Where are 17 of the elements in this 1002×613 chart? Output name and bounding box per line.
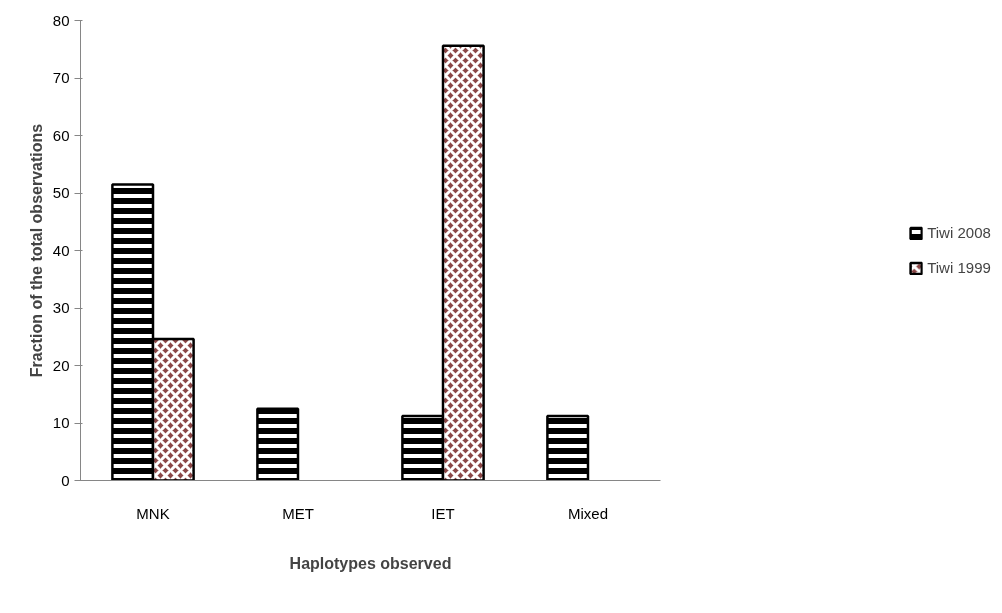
y-tick-label: 20 (52, 356, 70, 374)
legend-label: Tiwi 2008 (927, 224, 991, 241)
x-tick-label: IET (431, 504, 455, 522)
x-axis-title: Haplotypes observed (289, 554, 452, 572)
y-tick-label: 0 (61, 471, 70, 489)
y-tick-label: 70 (52, 69, 70, 86)
y-tick-label: 40 (52, 241, 70, 259)
x-tick-label: MNK (136, 504, 170, 522)
y-tick-label: 50 (52, 184, 70, 201)
y-tick-label: 10 (52, 414, 70, 431)
y-axis-title: Fraction of the total observations (27, 123, 45, 378)
x-tick-label: Mixed (567, 504, 609, 522)
y-tick-label: 30 (52, 299, 70, 316)
y-tick-label: 80 (52, 11, 70, 29)
x-tick-label: MET (282, 504, 314, 522)
y-tick-label: 60 (52, 126, 70, 144)
legend-label: Tiwi 1999 (927, 259, 991, 276)
